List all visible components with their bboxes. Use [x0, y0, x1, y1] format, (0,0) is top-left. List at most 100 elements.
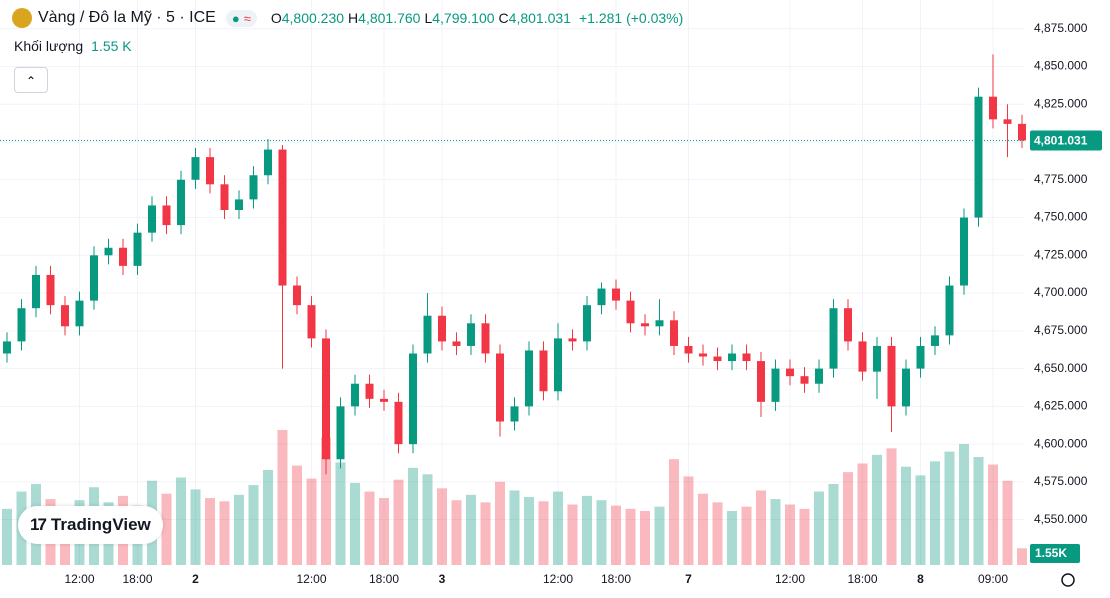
volume-bar: [422, 474, 433, 565]
y-tick-label: 4,825.000: [1034, 96, 1088, 110]
ohlc-value: 4,801.760: [358, 10, 421, 26]
candle-body: [510, 406, 519, 422]
candle-body: [293, 285, 301, 306]
candle-body: [887, 345, 896, 407]
ohlc-key: L: [424, 10, 433, 26]
volume-bar: [973, 457, 984, 565]
candle-body: [452, 341, 461, 346]
candle-body: [757, 361, 765, 402]
y-tick-label: 4,675.000: [1034, 323, 1088, 337]
volume-bar: [408, 467, 418, 565]
y-tick-label: 4,750.000: [1034, 210, 1088, 224]
ohlc-key: H: [348, 10, 359, 26]
volume-bar: [2, 508, 12, 565]
candle-body: [177, 179, 185, 226]
volume-bar: [553, 491, 563, 565]
volume-bar: [799, 508, 810, 565]
candle-body: [539, 350, 548, 392]
volume-bar: [901, 466, 911, 565]
volume-name: Khối lượng: [14, 38, 84, 54]
candle-body: [525, 350, 533, 407]
volume-bar: [843, 472, 853, 565]
volume-bar: [828, 484, 839, 565]
volume-legend: Khối lượng 1.55 K: [14, 38, 132, 54]
candle-body: [742, 353, 751, 362]
brand-name: TradingView: [50, 515, 151, 534]
volume-bar: [582, 495, 592, 565]
volume-bar: [538, 501, 549, 565]
candle-body: [148, 205, 156, 233]
candle-body: [728, 353, 736, 362]
volume-bar: [567, 504, 578, 565]
volume-bar: [857, 463, 868, 565]
candle-body: [365, 383, 374, 399]
candle-body: [380, 398, 388, 402]
collapse-button[interactable]: ⌃: [14, 67, 48, 93]
y-tick-label: 4,650.000: [1034, 361, 1088, 375]
volume-bar: [698, 493, 708, 565]
volume-badge-box: [1030, 544, 1080, 563]
volume-bar: [872, 454, 882, 565]
x-tick-label: 2: [192, 572, 199, 586]
volume-bar: [611, 505, 621, 565]
y-tick-label: 4,875.000: [1034, 21, 1088, 35]
y-tick-label: 4,600.000: [1034, 436, 1088, 450]
candle-body: [641, 323, 649, 327]
candle-body: [394, 401, 403, 445]
x-tick-label: 7: [685, 572, 692, 586]
volume-bar: [654, 506, 665, 565]
volume-bar: [712, 502, 723, 565]
candle-body: [800, 376, 809, 384]
volume-bar: [785, 504, 795, 565]
candle-body: [481, 323, 490, 354]
candle-body: [206, 157, 214, 185]
candle-body: [945, 285, 954, 336]
volume-bar: [756, 490, 766, 565]
candle-body: [278, 149, 287, 286]
candle-body: [17, 308, 26, 342]
candle-body: [438, 315, 446, 342]
ohlc-key: O: [270, 10, 282, 26]
volume-bar: [495, 481, 505, 565]
volume-bar: [466, 494, 476, 565]
volume-bar: [814, 491, 824, 565]
volume-bar: [669, 459, 679, 565]
candle-body: [844, 308, 852, 342]
candle-body: [583, 305, 591, 342]
volume-bar: [944, 451, 955, 565]
volume-bar: [350, 482, 360, 565]
candle-body: [858, 341, 867, 372]
x-tick-label: 12:00: [543, 572, 573, 586]
symbol: Vàng / Đô la Mỹ · 5 · ICE: [38, 9, 216, 26]
candle-body: [496, 353, 504, 422]
candle-body: [220, 184, 229, 210]
symbol-logo: [12, 8, 32, 28]
status-pill[interactable]: ● ≈: [225, 9, 257, 27]
x-tick-label: 8: [917, 572, 924, 586]
candle-body: [931, 335, 939, 346]
volume-bar: [1017, 548, 1027, 565]
volume-bar: [988, 464, 998, 565]
candle-body: [307, 305, 316, 339]
candle-body: [815, 368, 823, 384]
brand-badge[interactable]: 17 TradingView: [18, 506, 163, 544]
candle-body: [1018, 123, 1026, 141]
volume-bar: [161, 493, 172, 565]
volume-bar: [524, 496, 534, 565]
volume-bar: [625, 508, 636, 565]
y-tick-label: 4,575.000: [1034, 474, 1088, 488]
candle-body: [264, 149, 272, 176]
candle-body: [974, 96, 983, 218]
legend-header: Vàng / Đô la Mỹ · 5 · ICE ● ≈ O4,800.230 H…: [12, 8, 683, 28]
candle-body: [655, 320, 664, 327]
y-tick-label: 4,850.000: [1034, 59, 1088, 73]
candle-body: [235, 199, 243, 210]
y-tick-label: 4,725.000: [1034, 247, 1088, 261]
volume-bar: [176, 477, 186, 565]
x-tick-label: 3: [439, 572, 446, 586]
settings-icon[interactable]: [1061, 573, 1075, 587]
candle-body: [75, 300, 84, 327]
candle-body: [133, 232, 142, 266]
